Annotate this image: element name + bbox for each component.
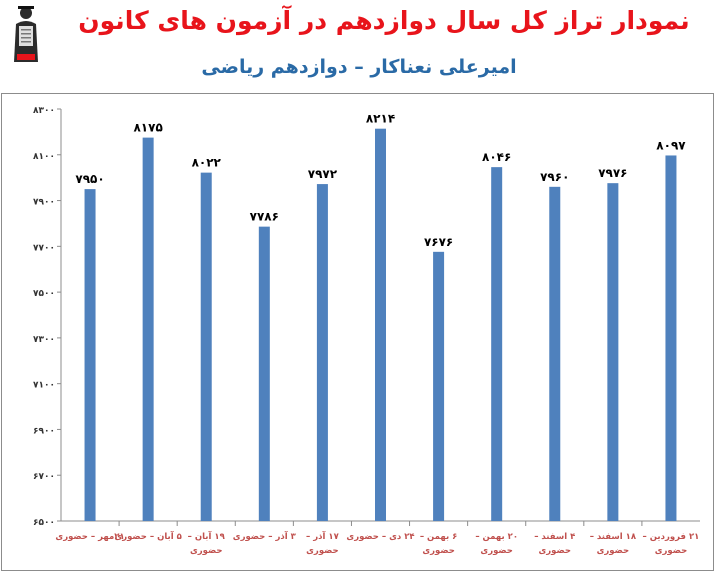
y-tick-label: ۷۱۰۰ xyxy=(33,381,55,391)
x-category-label: حضوری xyxy=(422,546,455,556)
x-category-label: ۵ آبان – حضوری xyxy=(114,530,181,542)
data-label: ۷۹۷۲ xyxy=(308,167,338,181)
x-category-label: حضوری xyxy=(597,546,630,556)
x-category-label: ۴ اسفند – xyxy=(534,532,575,542)
chart-title: نمودار تراز کل سال دوازدهم در آزمون های … xyxy=(78,6,690,35)
x-category-label: ۱۹ آبان – xyxy=(188,530,226,542)
data-label: ۷۷۸۶ xyxy=(250,210,279,224)
data-label: ۸۲۱۴ xyxy=(366,112,395,126)
x-category-label: ۱۸ اسفند – xyxy=(590,532,637,542)
y-tick-label: ۸۱۰۰ xyxy=(33,152,55,162)
y-tick-label: ۷۳۰۰ xyxy=(33,335,55,345)
bar xyxy=(84,189,96,521)
x-category-label: ۱۷ آذر – xyxy=(306,530,340,542)
data-label: ۷۹۶۰ xyxy=(540,170,569,184)
data-label: ۷۶۷۶ xyxy=(424,235,453,249)
bar xyxy=(316,184,328,521)
x-category-label: ۲۱ فروردین – xyxy=(643,532,700,542)
chart-area-frame xyxy=(1,93,714,571)
x-category-label: ۲۴ دی – حضوری xyxy=(346,532,414,542)
y-tick-label: ۶۷۰۰ xyxy=(33,472,55,482)
data-label: ۸۰۲۲ xyxy=(192,156,222,170)
x-category-label: ۳ آذر – حضوری xyxy=(233,530,297,542)
bar xyxy=(549,186,561,522)
x-category-label: حضوری xyxy=(539,546,572,556)
chart-subtitle: امیرعلی نعناکار – دوازدهم ریاضی xyxy=(201,56,517,78)
bar xyxy=(142,137,154,521)
bar xyxy=(491,167,503,522)
bar xyxy=(375,128,386,521)
x-category-label: حضوری xyxy=(190,546,223,556)
y-tick-label: ۶۵۰۰ xyxy=(33,518,55,528)
x-category-label: ۲۰ بهمن – xyxy=(475,532,518,542)
x-category-label: حضوری xyxy=(655,546,688,556)
data-label: ۸۰۴۶ xyxy=(482,150,511,164)
y-tick-label: ۷۷۰۰ xyxy=(33,243,55,253)
y-tick-label: ۶۹۰۰ xyxy=(33,426,55,436)
x-category-label: ۲۱مهر – حضوری xyxy=(55,532,124,542)
data-label: ۸۱۷۵ xyxy=(133,121,162,135)
bar xyxy=(665,155,677,521)
bar xyxy=(433,251,445,521)
data-label: ۷۹۷۶ xyxy=(598,166,627,180)
y-tick-label: ۷۹۰۰ xyxy=(33,198,55,208)
bar xyxy=(607,183,619,521)
x-category-label: حضوری xyxy=(480,546,513,556)
bar xyxy=(258,226,270,521)
bar xyxy=(200,172,212,521)
y-tick-label: ۷۵۰۰ xyxy=(33,289,55,299)
y-tick-label: ۸۳۰۰ xyxy=(33,106,55,116)
x-category-label: حضوری xyxy=(306,546,339,556)
kanoon-logo xyxy=(8,4,44,62)
x-category-label: ۶ بهمن – xyxy=(420,532,458,542)
data-label: ۷۹۵۰ xyxy=(75,172,104,186)
data-label: ۸۰۹۷ xyxy=(656,138,686,152)
